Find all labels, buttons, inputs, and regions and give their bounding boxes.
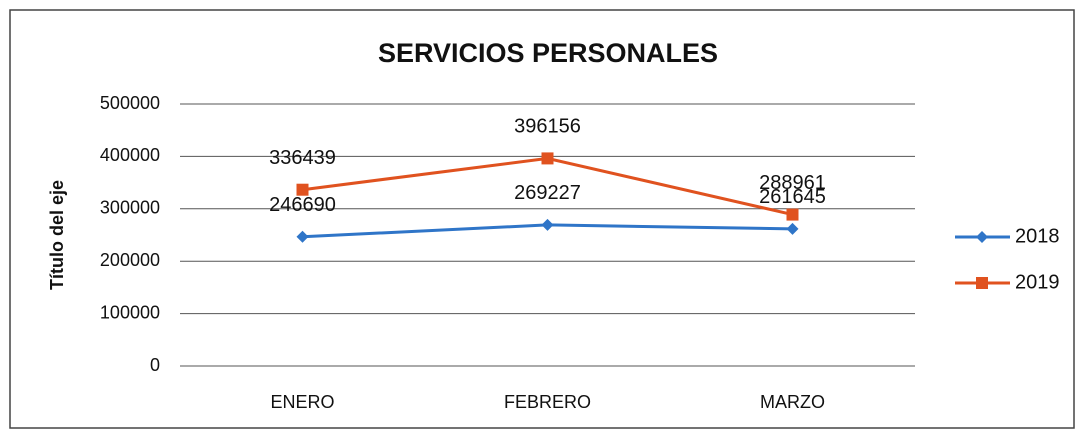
data-point [786, 208, 799, 221]
y-tick-label: 100000 [100, 302, 160, 322]
y-axis-label: Título del eje [47, 180, 67, 290]
data-point [541, 218, 554, 231]
data-point [296, 230, 309, 243]
data-point [296, 183, 309, 196]
data-point [786, 222, 799, 235]
legend-marker [976, 231, 988, 243]
y-tick-label: 400000 [100, 145, 160, 165]
x-tick-label: ENERO [270, 392, 334, 412]
y-tick-label: 500000 [100, 93, 160, 113]
chart-frame [9, 9, 1075, 429]
legend-marker [976, 277, 988, 289]
y-tick-label: 200000 [100, 250, 160, 270]
legend-label: 2018 [1015, 225, 1060, 247]
x-tick-label: FEBRERO [504, 392, 591, 412]
data-label: 246690 [269, 194, 336, 216]
y-tick-label: 300000 [100, 198, 160, 218]
data-label: 396156 [514, 116, 581, 138]
data-label: 288961 [759, 172, 826, 194]
data-label: 336439 [269, 147, 336, 169]
chart-title: SERVICIOS PERSONALES [378, 38, 718, 68]
data-point [541, 152, 554, 165]
x-tick-label: MARZO [760, 392, 825, 412]
legend-label: 2019 [1015, 271, 1060, 293]
data-label: 261645 [759, 186, 826, 208]
y-tick-label: 0 [150, 355, 160, 375]
data-label: 269227 [514, 182, 581, 204]
